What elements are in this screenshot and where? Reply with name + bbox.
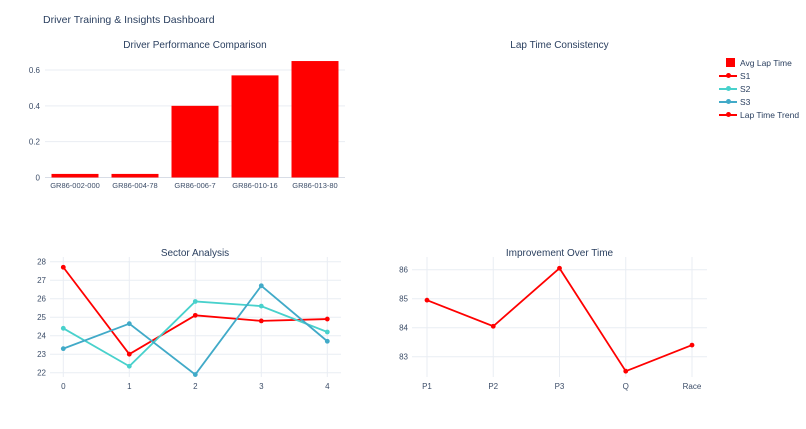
- series-marker-s1[interactable]: [324, 316, 330, 322]
- legend-item-lap-time-trend[interactable]: Lap Time Trend: [718, 108, 799, 121]
- y-tick-label: 26: [37, 295, 46, 304]
- y-tick-label: 24: [37, 332, 46, 341]
- legend-line-swatch-icon: [718, 82, 740, 95]
- swatch-dot: [725, 86, 731, 91]
- series-marker-s2[interactable]: [60, 325, 66, 331]
- x-tick-label: P1: [422, 382, 432, 391]
- subplot-title-driver-performance: Driver Performance Comparison: [123, 40, 267, 51]
- swatch-dot: [725, 99, 731, 104]
- x-tick-label: 1: [127, 382, 132, 391]
- series-marker-s3[interactable]: [192, 372, 198, 377]
- series-marker-s1[interactable]: [126, 351, 132, 357]
- y-tick-label: 0.6: [29, 66, 41, 75]
- improvement-over-time-line-chart[interactable]: 83 84 85 86 P1 P2 P3 Q Race: [399, 257, 707, 391]
- x-tick-label: GR86-006-7: [174, 181, 215, 190]
- series-marker-s1[interactable]: [258, 318, 264, 324]
- swatch-dot: [725, 73, 731, 78]
- swatch-color: [726, 58, 735, 67]
- bar-GR86-010-16[interactable]: [231, 75, 279, 178]
- subplot-title-sector-analysis: Sector Analysis: [160, 248, 230, 259]
- y-tick-label: 0: [36, 174, 41, 183]
- x-tick-label: 3: [259, 382, 264, 391]
- x-tick-label: GR86-002-000: [50, 181, 100, 190]
- subplot-title-improvement-over-time: Improvement Over Time: [505, 248, 614, 259]
- page-title: Driver Training & Insights Dashboard: [43, 14, 215, 26]
- series-marker-lap-time-trend[interactable]: [623, 368, 629, 374]
- legend-label: S3: [740, 96, 751, 107]
- chart-legend: Avg Lap Time S1 S2 S3: [718, 56, 799, 121]
- legend-line-swatch-icon: [718, 95, 740, 108]
- series-marker-s1[interactable]: [60, 264, 66, 270]
- series-marker-s3[interactable]: [258, 283, 264, 289]
- legend-square-swatch-icon: [718, 56, 740, 69]
- y-tick-label: 0.4: [29, 102, 41, 111]
- legend-item-s3[interactable]: S3: [718, 95, 799, 108]
- subplot-title-lap-time-consistency: Lap Time Consistency: [510, 40, 609, 51]
- y-tick-label: 84: [399, 324, 408, 333]
- series-marker-lap-time-trend[interactable]: [490, 323, 496, 329]
- x-tick-label: 0: [61, 382, 66, 391]
- legend-label: S1: [740, 70, 751, 81]
- legend-line-swatch-icon: [718, 69, 740, 82]
- series-marker-s1[interactable]: [192, 312, 198, 318]
- y-tick-label: 22: [37, 369, 46, 378]
- series-marker-s3[interactable]: [60, 346, 66, 352]
- series-marker-lap-time-trend[interactable]: [424, 297, 430, 303]
- x-tick-label: GR86-010-16: [232, 181, 277, 190]
- driver-performance-bar-chart[interactable]: 0 0.2 0.4 0.6 GR86-002-000 GR86-004-78 GR86-00…: [29, 61, 345, 190]
- y-tick-label: 83: [399, 353, 408, 362]
- x-tick-label: GR86-013-80: [292, 181, 337, 190]
- legend-item-avg-lap-time[interactable]: Avg Lap Time: [718, 56, 799, 69]
- x-tick-label: GR86-004-78: [112, 181, 157, 190]
- legend-line-swatch-icon: [718, 108, 740, 121]
- series-marker-lap-time-trend[interactable]: [557, 265, 562, 271]
- series-marker-s3[interactable]: [324, 338, 330, 344]
- y-tick-label: 85: [399, 295, 408, 304]
- x-tick-label: P2: [488, 382, 498, 391]
- series-marker-s2[interactable]: [126, 363, 132, 369]
- series-marker-s2[interactable]: [192, 299, 198, 304]
- x-tick-label: Q: [623, 382, 629, 391]
- y-tick-label: 28: [37, 258, 46, 267]
- legend-label: Avg Lap Time: [740, 57, 792, 68]
- legend-item-s2[interactable]: S2: [718, 82, 799, 95]
- series-marker-s2[interactable]: [324, 329, 330, 335]
- bar-GR86-013-80[interactable]: [291, 61, 339, 178]
- y-tick-label: 27: [37, 276, 46, 285]
- x-tick-label: P3: [555, 382, 565, 391]
- series-marker-s3[interactable]: [126, 321, 132, 327]
- series-marker-s2[interactable]: [258, 303, 264, 309]
- y-tick-label: 0.2: [29, 138, 41, 147]
- series-marker-lap-time-trend[interactable]: [689, 342, 695, 348]
- bar-GR86-004-78[interactable]: [111, 173, 159, 178]
- y-tick-label: 86: [399, 266, 408, 275]
- x-tick-label: Race: [683, 382, 702, 391]
- y-tick-label: 25: [37, 313, 46, 322]
- x-tick-label: 2: [193, 382, 198, 391]
- bar-GR86-006-7[interactable]: [171, 105, 219, 178]
- legend-label: Lap Time Trend: [740, 109, 800, 120]
- bar-GR86-002-000[interactable]: [51, 173, 99, 178]
- swatch-dot: [725, 112, 731, 117]
- y-tick-label: 23: [37, 350, 46, 359]
- legend-item-s1[interactable]: S1: [718, 69, 799, 82]
- legend-label: S2: [740, 83, 751, 94]
- x-tick-label: 4: [325, 382, 330, 391]
